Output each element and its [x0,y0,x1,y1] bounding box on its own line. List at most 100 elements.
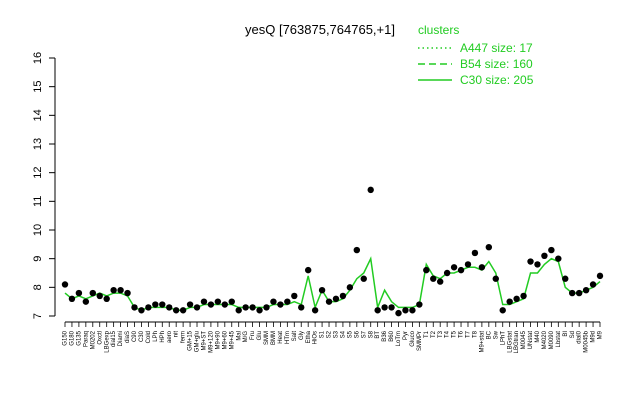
x-tick-label: LBGtran [514,331,520,353]
x-tick-label: M4020 [542,330,548,349]
y-tick-label: 8 [32,284,44,290]
data-point [298,304,305,311]
data-point [256,307,263,314]
x-tick-label: M9+90 [215,330,221,349]
x-tick-label: BMM [271,331,277,345]
data-point [152,301,159,308]
data-point [555,255,562,262]
data-point [575,289,583,297]
data-point [325,298,333,305]
data-point [75,289,83,297]
x-tick-label: Etha [306,330,312,343]
x-tick-label: GM+glu [195,331,201,352]
x-tick-label: M/G [243,331,249,343]
x-tick-label: Cold [146,331,152,343]
data-point [249,304,256,311]
x-tick-label: M9+60 [222,330,228,349]
x-tick-label: Sw [493,330,499,339]
data-point [388,304,395,311]
data-point [89,289,96,297]
x-tick-label: S8 [368,330,374,338]
data-point [117,287,124,294]
x-tick-label: M9+ST [202,331,208,351]
data-point [193,304,201,311]
x-tick-label: S2 [327,330,333,338]
data-point [242,304,249,311]
data-point [430,275,437,282]
x-tick-label: diaS [125,331,131,343]
y-tick-label: 10 [32,224,44,236]
x-tick-label: Mal [236,331,242,341]
x-tick-label: S5 [347,330,353,338]
x-tick-label: Pyr [403,331,409,340]
x-tick-label: M0045 [521,330,527,349]
data-point [221,301,229,308]
x-tick-label: Paraq [83,331,89,347]
x-tick-label: S6 [354,330,360,338]
x-tick-label: M9+stat [479,331,485,353]
x-tick-label: M0045b [584,330,590,352]
x-tick-label: M9+45 [229,330,235,349]
data-point [569,289,576,297]
x-tick-label: B36 [382,330,388,341]
data-point [499,307,506,314]
x-tick-label: ferm [181,331,187,343]
x-tick-label: T2 [431,330,437,338]
x-tick-label: C90 [132,330,138,342]
y-tick-label: 7 [32,313,44,319]
x-tick-label: HPh [160,331,166,343]
data-point [145,304,152,311]
y-tick-label: 14 [32,109,44,121]
x-tick-label: M40 [535,330,541,342]
y-axis: 7 8 9 10 11 12 13 14 15 16 [32,52,56,319]
data-point [103,295,110,302]
data-point [402,307,409,314]
x-tick-label: M9d [591,331,597,343]
x-tick-label: T7 [466,330,472,338]
x-tick-label: GM+15 [188,330,194,351]
x-tick-label: LPhT [500,331,506,346]
x-tick-label: LoTm [396,331,402,346]
y-tick-label: 9 [32,256,44,262]
data-point [596,272,604,280]
legend-label-c30: C30 size: 205 [460,73,534,87]
legend: clusters A447 size: 17 B54 size: 160 C30… [418,23,534,87]
x-tick-label: T4 [445,330,451,338]
data-point [589,281,597,288]
y-tick-label: 11 [32,196,44,207]
x-axis: G150 G180 G135 Paraq M0202 Oxctl LBGexp dial15 D… [63,321,604,353]
data-point [228,298,235,305]
x-tick-label: LBGexp [104,330,110,352]
data-point [471,249,479,257]
data-point [68,295,76,302]
data-point [214,298,222,305]
data-point [235,307,242,314]
x-tick-label: Gluco [410,330,416,346]
data-point [318,287,326,294]
x-tick-label: T3 [438,330,444,338]
data-point [416,301,423,308]
x-tick-label: Fru [250,331,256,340]
x-tick-label: UNstat [528,331,534,350]
data-point [304,266,312,274]
data-point [270,298,277,305]
data-point [527,258,534,265]
data-point [82,298,90,305]
data-point [172,307,180,314]
x-tick-label: M0202 [90,330,96,349]
x-tick-label: S3 [334,330,340,338]
data-point [367,186,374,194]
x-tick-label: SMM [264,331,270,345]
data-point [277,301,284,308]
data-point [506,298,513,305]
x-tick-label: Lbstat [556,331,562,348]
data-point [450,264,458,271]
data-point [353,246,361,254]
series-layer [61,186,604,317]
x-tick-label: nit [174,331,180,338]
data-point [131,304,138,311]
data-point [179,307,187,314]
data-point [562,275,569,282]
legend-label-b54: B54 size: 160 [460,57,533,71]
